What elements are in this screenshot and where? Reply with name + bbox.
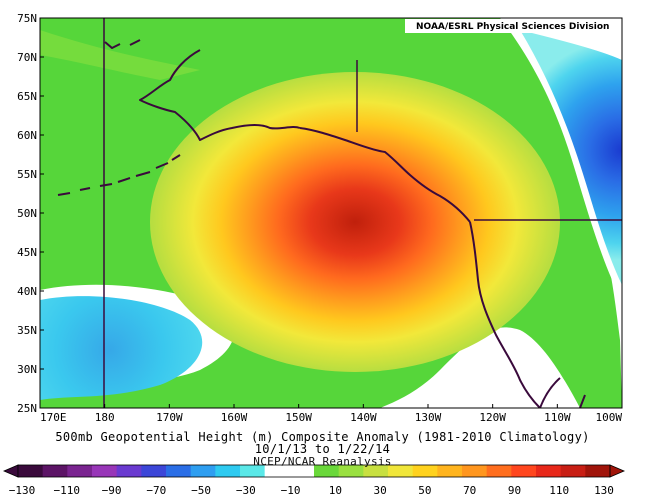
credit-box [405, 19, 621, 33]
lon-label: 150W [285, 411, 312, 424]
colorbar-segment [462, 465, 488, 477]
colorbar-segment [486, 465, 512, 477]
boundaries [103, 18, 622, 408]
colorbar-tick-label: −10 [281, 484, 301, 497]
lat-label: 45N [17, 246, 37, 259]
lon-label: 100W [596, 411, 623, 424]
colorbar [2, 464, 626, 478]
colorbar-segment [338, 465, 364, 477]
southwest-negative-anomaly [40, 296, 203, 400]
colorbar-segment [264, 465, 290, 477]
lat-label: 55N [17, 168, 37, 181]
lon-label: 170E [40, 411, 67, 424]
lat-label: 65N [17, 90, 37, 103]
lon-label: 170W [156, 411, 183, 424]
longitude-labels: 170E 180 170W 160W 150W 140W 130W 120W 110W 100W [39, 404, 623, 424]
colorbar-segment [190, 465, 216, 477]
date-range: 10/1/13 to 1/22/14 [254, 442, 391, 456]
credit-text: NOAA/ESRL Physical Sciences Division [416, 22, 609, 32]
colorbar-segment [42, 465, 68, 477]
lat-label: 40N [17, 285, 37, 298]
colorbar-tick-label: −90 [102, 484, 122, 497]
colorbar-segment [141, 465, 167, 477]
lat-label: 30N [17, 363, 37, 376]
lat-label: 50N [17, 207, 37, 220]
colorbar-tick-label: −110 [54, 484, 81, 497]
lat-label: 25N [17, 402, 37, 415]
lat-label: 35N [17, 324, 37, 337]
colorbar-segment [92, 465, 118, 477]
latitude-labels: 75N 70N 65N 60N 55N 50N 45N 40N 35N 30N 25N [17, 12, 44, 415]
colorbar-tick-label: −70 [146, 484, 166, 497]
colorbar-segment [289, 465, 315, 477]
coastlines [57, 39, 586, 408]
colorbar-segment [314, 465, 340, 477]
lat-label: 70N [17, 51, 37, 64]
colorbar-segment [560, 465, 586, 477]
transition-band [40, 30, 200, 80]
anomaly-field [40, 18, 622, 408]
lon-label: 130W [415, 411, 442, 424]
colorbar-tick-label: 90 [508, 484, 521, 497]
lon-label: 140W [350, 411, 377, 424]
colorbar-segment [585, 465, 611, 477]
lon-label: 180 [95, 411, 115, 424]
lon-label: 160W [221, 411, 248, 424]
colorbar-segment [511, 465, 537, 477]
colorbar-segment [240, 465, 266, 477]
colorbar-frame [17, 464, 611, 478]
northeast-negative-anomaly [520, 30, 622, 285]
colorbar-tick-label: −30 [236, 484, 256, 497]
colorbar-ticks: −130 −110 −90 −70 −50 −30 −10 10 30 50 70 90 110 130 [9, 484, 614, 497]
colorbar-tick-label: −130 [9, 484, 36, 497]
colorbar-tick-label: 110 [549, 484, 569, 497]
colorbar-tick-label: 10 [329, 484, 342, 497]
colorbar-segment [388, 465, 414, 477]
high-anomaly-center [150, 72, 560, 372]
colorbar-tick-label: 70 [463, 484, 476, 497]
lon-label: 110W [544, 411, 571, 424]
lat-label: 75N [17, 12, 37, 25]
lon-label: 120W [479, 411, 506, 424]
map-title: 500mb Geopotential Height (m) Composite … [55, 430, 590, 444]
source-label: NCEP/NCAR Reanalysis [253, 455, 392, 468]
colorbar-tick-label: −50 [191, 484, 211, 497]
colorbar-segment [412, 465, 438, 477]
colorbar-segment [363, 465, 389, 477]
colorbar-tick-label: 50 [418, 484, 431, 497]
colorbar-segment [437, 465, 463, 477]
colorbar-segment [166, 465, 192, 477]
colorbar-tick-label: 130 [594, 484, 614, 497]
colorbar-segment [18, 465, 44, 477]
colorbar-segment [536, 465, 562, 477]
colorbar-segment [116, 465, 142, 477]
lat-label: 60N [17, 129, 37, 142]
colorbar-segment [215, 465, 241, 477]
colorbar-tick-label: 30 [374, 484, 387, 497]
colorbar-segment [67, 465, 93, 477]
